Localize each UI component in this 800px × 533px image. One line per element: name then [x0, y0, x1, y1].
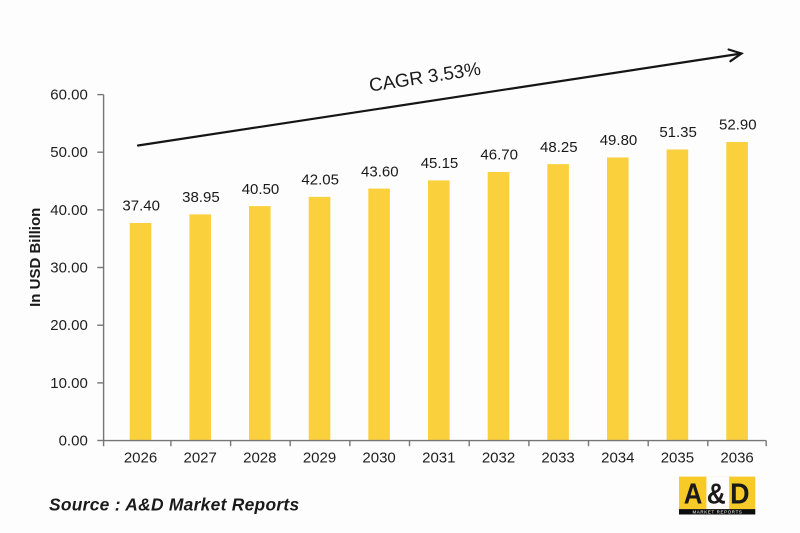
- svg-text:2027: 2027: [184, 449, 217, 466]
- svg-text:2026: 2026: [124, 449, 157, 466]
- svg-text:A: A: [684, 478, 703, 510]
- svg-text:40.00: 40.00: [50, 202, 88, 219]
- svg-text:37.40: 37.40: [122, 198, 160, 215]
- svg-text:45.15: 45.15: [421, 155, 459, 172]
- svg-text:2032: 2032: [482, 449, 515, 466]
- svg-text:2036: 2036: [720, 449, 753, 466]
- svg-text:48.25: 48.25: [540, 139, 578, 156]
- svg-text:2031: 2031: [422, 449, 455, 466]
- svg-text:51.35: 51.35: [659, 124, 697, 141]
- svg-text:60.00: 60.00: [50, 87, 88, 104]
- svg-text:40.50: 40.50: [242, 181, 280, 198]
- svg-text:2029: 2029: [303, 449, 336, 466]
- svg-text:In USD Billion: In USD Billion: [27, 208, 44, 307]
- svg-text:10.00: 10.00: [50, 375, 88, 392]
- svg-text:2033: 2033: [541, 449, 574, 466]
- svg-text:43.60: 43.60: [361, 163, 399, 180]
- svg-text:2035: 2035: [661, 449, 694, 466]
- svg-text:46.70: 46.70: [480, 147, 518, 164]
- svg-text:2028: 2028: [243, 449, 276, 466]
- svg-text:MARKET REPORTS: MARKET REPORTS: [692, 510, 742, 515]
- svg-text:49.80: 49.80: [600, 132, 638, 149]
- svg-text:38.95: 38.95: [182, 189, 220, 206]
- svg-text:30.00: 30.00: [50, 259, 88, 276]
- svg-text:Source : A&D Market Reports: Source : A&D Market Reports: [49, 494, 299, 514]
- svg-text:42.05: 42.05: [301, 172, 339, 189]
- svg-text:52.90: 52.90: [719, 117, 757, 134]
- svg-text:50.00: 50.00: [50, 144, 88, 161]
- svg-text:20.00: 20.00: [50, 317, 88, 334]
- svg-text:2034: 2034: [601, 449, 634, 466]
- svg-text:0.00: 0.00: [59, 432, 88, 449]
- svg-text:D: D: [730, 478, 749, 510]
- svg-text:&: &: [707, 478, 726, 510]
- svg-text:2030: 2030: [362, 449, 395, 466]
